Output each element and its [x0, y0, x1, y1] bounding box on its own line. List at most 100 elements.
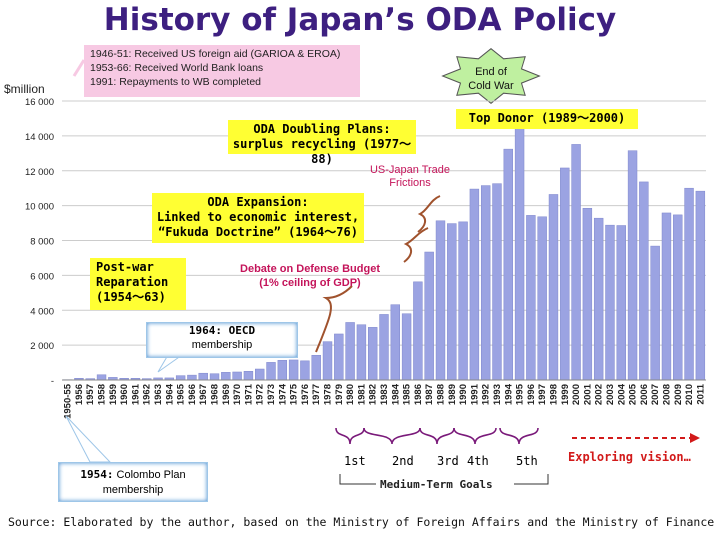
x-tick-label: 1997 [537, 384, 548, 405]
debate-brace [315, 285, 353, 353]
x-tick-label: 1950-55 [63, 383, 74, 419]
x-tick-label: 1981 [356, 383, 367, 405]
x-tick-label: 1966 [187, 384, 198, 405]
bar-2008 [661, 212, 672, 381]
x-tick-label: 1992 [481, 384, 492, 405]
x-tick-label: 1991 [469, 383, 480, 405]
bar-1990 [458, 221, 468, 381]
goal-4: 4th [467, 454, 489, 468]
goal-bracket-5 [499, 427, 539, 445]
cold-war-line: End of [475, 66, 507, 78]
x-tick-label: 1967 [198, 384, 209, 405]
x-tick-label: 1988 [435, 384, 446, 405]
bar-2011 [695, 190, 706, 381]
debate-line: (1% ceiling of GDP) [259, 277, 361, 289]
cold-war-line: Cold War [468, 80, 514, 92]
bar-1991 [469, 188, 480, 381]
bar-1978 [322, 341, 333, 381]
bar-1986 [413, 281, 423, 381]
x-tick-label: 1986 [413, 384, 424, 405]
goal-bracket-1 [335, 427, 365, 445]
x-tick-label: 2001 [582, 383, 593, 405]
goal-2: 2nd [392, 454, 414, 468]
y-tick-label: - [51, 376, 54, 387]
bar-1983 [379, 314, 389, 381]
expansion-line: ODA Expansion: [207, 195, 309, 209]
x-tick-label: 2011 [695, 383, 706, 404]
x-tick-label: 1994 [503, 383, 514, 405]
bar-1958 [96, 374, 107, 381]
page-title: History of Japan’s ODA Policy [103, 2, 617, 38]
goals-bracket-right [514, 474, 549, 485]
history-line: 1953-66: Received World Bank loans [90, 62, 264, 74]
x-tick-label: 2007 [650, 384, 661, 405]
x-tick-label: 1965 [176, 383, 187, 405]
x-tick-label: 1969 [221, 384, 232, 405]
y-tick-label: 2 000 [30, 341, 54, 352]
y-tick-label: 4 000 [30, 306, 54, 317]
bar-1987 [424, 251, 434, 381]
bar-1972 [255, 368, 265, 381]
oecd-year: 1964: OECD [188, 324, 256, 337]
y-axis-unit: $million [4, 82, 45, 96]
x-tick-label: 1973 [266, 384, 277, 405]
debate-line: Debate on Defense Budget [240, 263, 380, 275]
bar-1982 [368, 327, 378, 381]
x-tick-label: 1960 [119, 384, 130, 405]
x-tick-label: 1996 [526, 384, 537, 405]
bar-1974 [277, 360, 288, 381]
bar-2010 [684, 187, 694, 381]
x-tick-label: 2006 [639, 384, 650, 405]
x-tick-label: 1999 [560, 384, 571, 405]
bar-1992 [480, 185, 491, 381]
bar-1994 [503, 148, 513, 381]
x-tick-label: 1977 [311, 384, 322, 405]
x-tick-label: 1990 [458, 384, 469, 405]
x-tick-label: 1984 [390, 383, 401, 405]
history-line: 1946-51: Received US foreign aid (GARIOA… [90, 48, 341, 60]
x-tick-label: 1971 [243, 383, 254, 405]
bar-1981 [356, 324, 367, 381]
bar-1984 [390, 304, 400, 381]
x-tick-label: 1987 [424, 384, 435, 405]
history-line: 1991: Repayments to WB completed [90, 76, 262, 88]
end-of-cold-war-label: End of Cold War [458, 65, 524, 93]
x-tick-label: 1993 [492, 384, 503, 405]
bar-1966 [187, 374, 197, 381]
x-tick-label: 1976 [300, 384, 311, 405]
x-tick-label: 1975 [289, 383, 300, 405]
y-tick-label: 12 000 [25, 167, 54, 178]
x-tick-label: 1979 [334, 384, 345, 405]
x-tick-label: 2000 [571, 384, 582, 405]
trade-line: Frictions [389, 177, 431, 189]
x-tick-label: 1962 [142, 384, 153, 405]
bar-1968 [209, 373, 220, 381]
trade-brace-upper [417, 195, 441, 233]
goal-bracket-4 [453, 427, 497, 445]
colombo-text: Colombo Plan [113, 469, 186, 481]
y-tick-label: 16 000 [25, 97, 54, 108]
x-tick-label: 2003 [605, 384, 616, 405]
bar-1971 [243, 371, 254, 381]
bar-2005 [627, 150, 638, 381]
source-note: Source: Elaborated by the author, based … [8, 515, 715, 529]
colombo-callout-tail [65, 415, 112, 463]
bar-1979 [334, 333, 344, 381]
postwar-line: (1954～63) [96, 290, 166, 304]
x-tick-label: 1959 [108, 384, 119, 405]
oda-doubling-label: ODA Doubling Plans: surplus recycling (1… [228, 120, 416, 166]
goal-1: 1st [344, 454, 366, 468]
x-tick-label: 1982 [368, 384, 379, 405]
goals-bracket-left [339, 474, 376, 485]
bar-1969 [221, 372, 231, 381]
oecd-text: membership [191, 339, 253, 351]
x-tick-label: 2005 [628, 383, 639, 405]
doubling-line: surplus recycling (1977～88) [232, 137, 412, 166]
x-tick-label: 1998 [548, 384, 559, 405]
oda-expansion-label: ODA Expansion: Linked to economic intere… [152, 193, 364, 243]
trade-frictions-label: US-Japan Trade Frictions [356, 164, 464, 190]
y-tick-label: 10 000 [25, 202, 54, 213]
bar-1970 [232, 371, 242, 381]
x-tick-label: 2004 [616, 383, 627, 405]
goal-bracket-2 [363, 427, 421, 445]
